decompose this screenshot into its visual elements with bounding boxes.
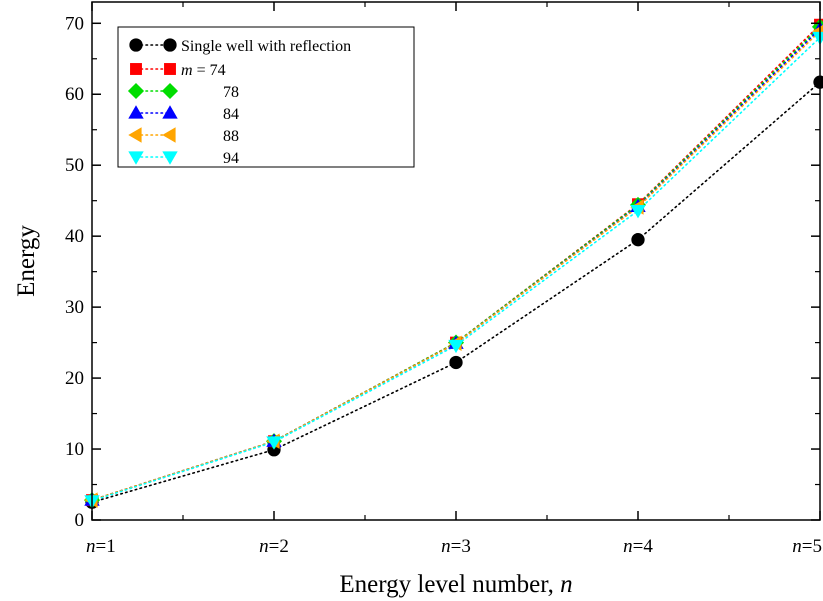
y-tick-label: 30	[65, 297, 84, 318]
legend-marker-3	[128, 105, 144, 119]
data-point-s5-2	[266, 436, 282, 450]
legend-marker-5-b	[162, 151, 178, 165]
legend: Single well with reflection m = 74 78 84 88 9…	[117, 26, 415, 168]
legend-label-3: 84	[223, 106, 239, 123]
x-axis-title-var: n	[560, 571, 573, 598]
legend-marker-0-b	[163, 38, 177, 52]
x-axis-title: Energy level number, n	[339, 571, 572, 598]
legend-marker-2-b	[161, 82, 179, 100]
legend-marker-0	[129, 38, 143, 52]
y-tick-label: 20	[65, 368, 84, 389]
legend-marker-3-b	[162, 105, 178, 119]
x-tick-label: n=3	[441, 536, 471, 557]
legend-marker-2	[127, 82, 145, 100]
x-tick-label: n=2	[259, 536, 289, 557]
x-axis-title-text: Energy level number,	[339, 571, 560, 598]
axes-layer: 0 10 20 30 40 50 60 70 n=1 n=2 n=3 n=4 n=5	[65, 2, 822, 557]
y-axis-title: Energy	[13, 225, 40, 297]
y-tick-label: 70	[65, 13, 84, 34]
data-point-s0-3	[449, 355, 463, 370]
series-line-2	[91, 26, 821, 501]
y-tick-label: 0	[75, 510, 85, 531]
data-point-s5-3	[448, 339, 464, 354]
legend-label-1: m = 74	[181, 62, 226, 79]
x-tick-label: n=5	[792, 536, 822, 557]
legend-marker-4-b	[162, 127, 176, 143]
y-tick-label: 60	[65, 84, 84, 105]
legend-marker-1	[130, 63, 142, 75]
data-point-s5-4	[630, 205, 646, 219]
legend-label-4: 88	[223, 128, 239, 145]
legend-label-0: Single well with reflection	[181, 38, 351, 55]
x-tick-label: n=4	[623, 536, 653, 557]
legend-marker-1-b	[164, 63, 176, 75]
series-line-1	[91, 23, 821, 501]
series-line-4	[91, 30, 821, 501]
y-tick-label: 50	[65, 155, 84, 176]
y-tick-label: 10	[65, 439, 84, 460]
legend-marker-4	[128, 127, 142, 143]
x-tick-label: n=1	[86, 536, 116, 557]
data-point-s0-4	[631, 233, 645, 247]
legend-label-2: 78	[223, 84, 239, 101]
y-tick-label: 40	[65, 226, 84, 247]
series-line-3	[91, 28, 821, 501]
legend-marker-5	[128, 151, 144, 165]
legend-label-5: 94	[223, 150, 239, 167]
